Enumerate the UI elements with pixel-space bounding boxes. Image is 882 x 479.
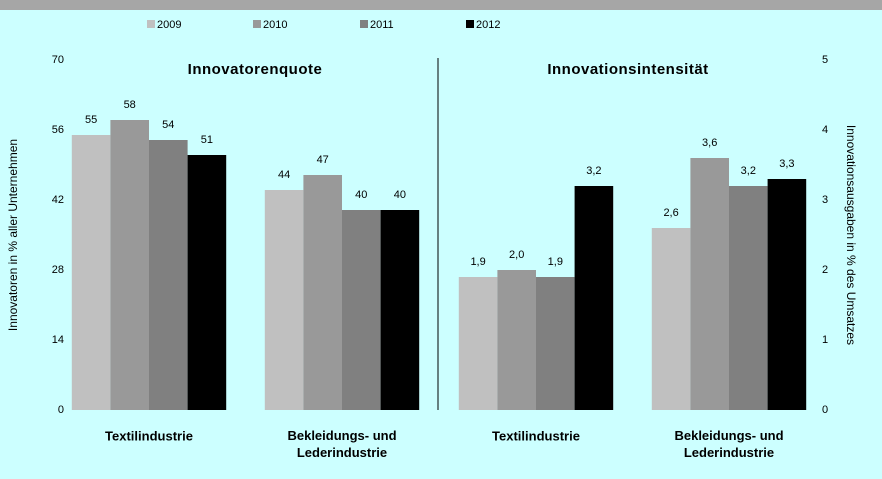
x-tick-label: Textilindustrie xyxy=(105,428,193,443)
bar xyxy=(342,210,381,410)
data-label: 58 xyxy=(124,99,136,111)
data-label: 3,2 xyxy=(586,165,601,177)
bar xyxy=(187,155,227,410)
x-tick-label: Bekleidungs- und Lederindustrie xyxy=(674,428,783,460)
data-label: 2,0 xyxy=(509,249,524,261)
legend-swatch xyxy=(466,20,474,28)
bar xyxy=(380,210,420,410)
data-label: 1,9 xyxy=(548,256,563,268)
data-label: 40 xyxy=(355,189,367,201)
y-tick-label: 42 xyxy=(52,194,64,206)
bar xyxy=(574,186,614,410)
data-label: 1,9 xyxy=(470,256,485,268)
data-label: 51 xyxy=(201,134,213,146)
bar xyxy=(149,140,188,410)
legend-swatch xyxy=(360,20,368,28)
legend-swatch xyxy=(147,20,155,28)
data-label: 3,6 xyxy=(702,137,717,149)
panel-title: Innovationsintensität xyxy=(547,61,708,78)
y-tick-label: 28 xyxy=(52,264,64,276)
data-label: 3,3 xyxy=(779,158,794,170)
y-tick-label: 3 xyxy=(822,194,828,206)
y-tick-label: 0 xyxy=(58,404,64,416)
y-tick-label: 2 xyxy=(822,264,828,276)
bar xyxy=(729,186,768,410)
y-tick-label: 70 xyxy=(52,54,64,66)
data-label: 47 xyxy=(317,154,329,166)
y-tick-label: 1 xyxy=(822,334,828,346)
bar xyxy=(458,277,498,410)
data-label: 2,6 xyxy=(663,207,678,219)
y-tick-label: 4 xyxy=(822,124,828,136)
y-tick-label: 5 xyxy=(822,54,828,66)
data-label: 44 xyxy=(278,169,290,181)
bar xyxy=(536,277,575,410)
legend-label: 2012 xyxy=(476,19,500,31)
panel-title: Innovatorenquote xyxy=(188,61,323,78)
y-tick-label: 56 xyxy=(52,124,64,136)
y-axis-label: Innovatoren in % aller Unternehmen xyxy=(6,139,20,331)
y-axis-label: Innovationsausgaben in % des Umsatzes xyxy=(844,125,858,345)
legend-label: 2010 xyxy=(263,19,287,31)
bar xyxy=(651,228,691,410)
bar xyxy=(110,120,149,410)
bar xyxy=(264,190,304,410)
bar xyxy=(303,175,342,410)
top-band xyxy=(0,0,882,10)
legend-label: 2009 xyxy=(157,19,181,31)
data-label: 40 xyxy=(394,189,406,201)
bar xyxy=(71,135,111,410)
data-label: 54 xyxy=(162,119,174,131)
x-tick-label: Bekleidungs- und Lederindustrie xyxy=(287,428,396,460)
x-tick-label: Textilindustrie xyxy=(492,428,580,443)
y-tick-label: 14 xyxy=(52,334,64,346)
bar xyxy=(497,270,536,410)
bar xyxy=(690,158,729,410)
legend-label: 2011 xyxy=(370,19,394,31)
data-label: 3,2 xyxy=(741,165,756,177)
data-label: 55 xyxy=(85,114,97,126)
bar xyxy=(767,179,807,410)
legend-swatch xyxy=(253,20,261,28)
y-tick-label: 0 xyxy=(822,404,828,416)
